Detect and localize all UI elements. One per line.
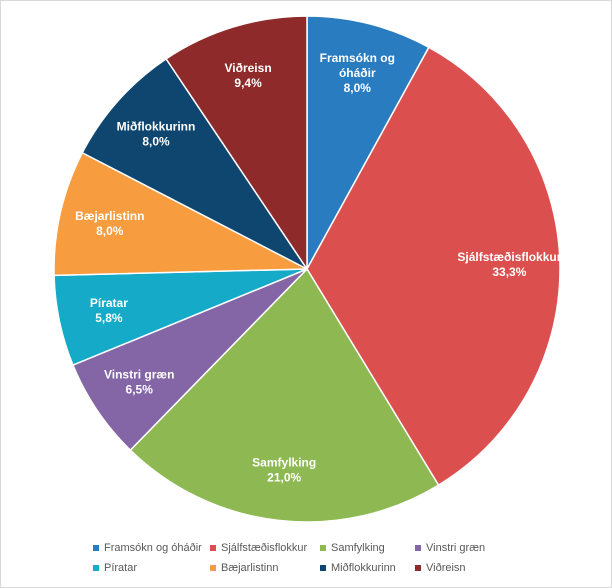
data-label-vidreisn: Viðreisn 9,4% — [225, 61, 272, 90]
legend-swatch — [210, 545, 216, 551]
legend-label: Bæjarlistinn — [221, 562, 279, 574]
data-label-midflokkurinn: Miðflokkurinn 8,0% — [117, 120, 196, 149]
legend-swatch — [210, 565, 216, 571]
data-label-framsokn-og-ohadir: Framsókn og óháðir 8,0% — [320, 51, 395, 95]
slice-framsokn-og-ohadir — [306, 15, 430, 270]
legend-label: Samfylking — [331, 542, 385, 554]
data-label-piratar: Píratar 5,8% — [90, 296, 128, 325]
legend-item-vinstri-graen: Vinstri græn — [415, 542, 525, 554]
legend-label: Vinstri græn — [426, 542, 486, 554]
legend-item-midflokkurinn: Miðflokkurinn — [320, 562, 415, 574]
slice-vidreisn — [165, 15, 308, 272]
legend-item-vidreisn: Viðreisn — [415, 562, 525, 574]
legend-item-framsokn-og-ohadir: Framsókn og óháðir — [93, 542, 210, 554]
legend-item-piratar: Píratar — [93, 562, 210, 574]
legend-swatch — [415, 545, 421, 551]
legend-label: Framsókn og óháðir — [104, 542, 202, 554]
slice-baejarlistinn — [53, 151, 308, 277]
legend-swatch — [415, 565, 421, 571]
legend-swatch — [320, 565, 326, 571]
data-label-sjalfstaedisflokkur: Sjálfstæðisflokkur 33,3% — [457, 250, 561, 279]
legend-label: Sjálfstæðisflokkur — [221, 542, 308, 554]
slice-samfylking — [129, 267, 440, 523]
legend: Framsókn og óháðir Sjálfstæðisflokkur Samf… — [93, 542, 533, 574]
data-label-vinstri-graen: Vinstri græn 6,5% — [104, 368, 174, 397]
slice-midflokkurinn — [81, 57, 308, 270]
data-label-samfylking: Samfylking 21,0% — [252, 456, 316, 485]
legend-label: Píratar — [104, 562, 138, 574]
legend-swatch — [320, 545, 326, 551]
legend-item-sjalfstaedisflokkur: Sjálfstæðisflokkur — [210, 542, 320, 554]
legend-swatch — [93, 545, 99, 551]
legend-item-baejarlistinn: Bæjarlistinn — [210, 562, 320, 574]
pie-chart: Framsókn og óháðir 8,0% Sjálfstæðisflokkur 3… — [53, 15, 562, 523]
legend-label: Viðreisn — [426, 562, 466, 574]
data-label-baejarlistinn: Bæjarlistinn 8,0% — [75, 209, 144, 238]
legend-label: Miðflokkurinn — [331, 562, 396, 574]
legend-item-samfylking: Samfylking — [320, 542, 415, 554]
legend-swatch — [93, 565, 99, 571]
slice-sjalfstaedisflokkur — [306, 46, 561, 487]
